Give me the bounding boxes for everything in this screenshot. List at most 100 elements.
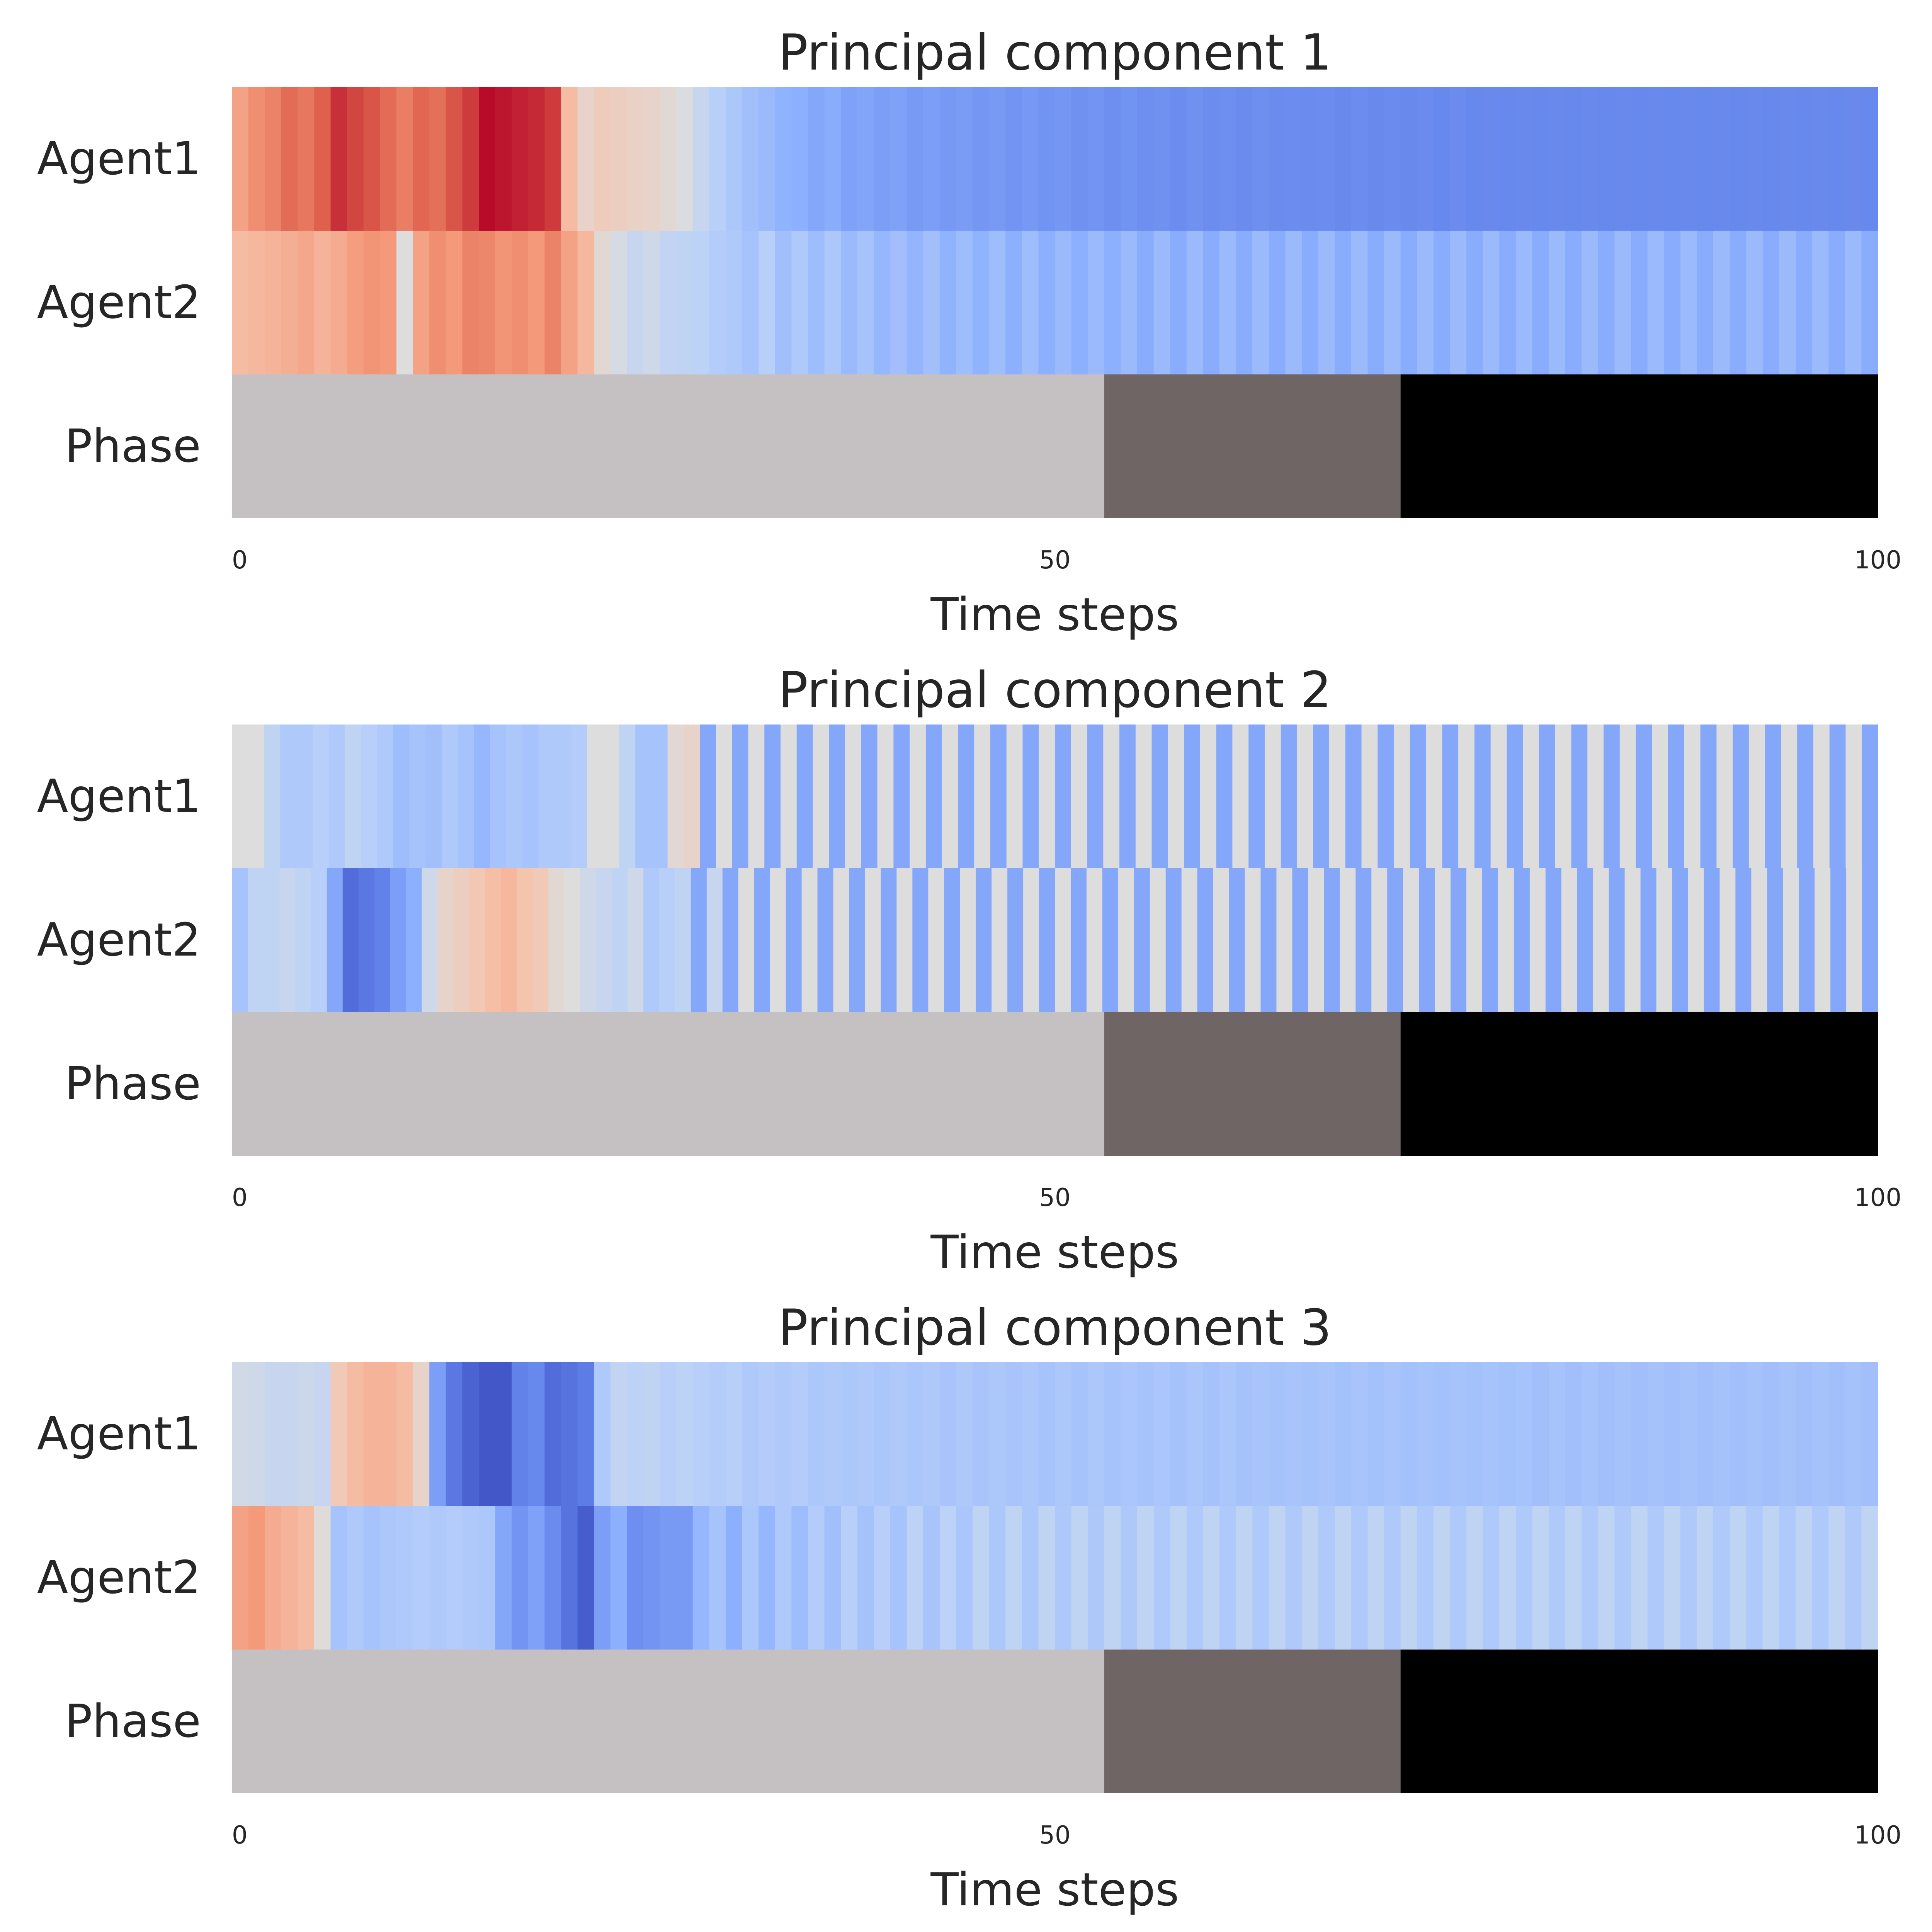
heatmap-cell (742, 231, 759, 374)
heatmap-cell (330, 231, 347, 374)
heatmap-cell (446, 87, 463, 231)
heatmap-cell (1466, 1506, 1483, 1650)
heatmap-cell (594, 1362, 611, 1506)
heatmap-cell (1071, 1506, 1088, 1650)
heatmap-cell (781, 724, 797, 868)
row-agent2 (232, 868, 1878, 1012)
heatmap-cell (248, 724, 265, 868)
heatmap-cell (824, 231, 841, 374)
heatmap-cell (1269, 87, 1286, 231)
heatmap-cell (1038, 1506, 1055, 1650)
heatmap-cell (380, 1506, 397, 1650)
heatmap-cell (441, 724, 458, 868)
heatmap-cell (660, 1506, 677, 1650)
heatmap-cell (610, 231, 627, 374)
heatmap-cell (676, 87, 693, 231)
heatmap-cell (1269, 1506, 1286, 1650)
heatmap-cell (1861, 231, 1878, 374)
heatmap-cell (469, 868, 485, 1012)
heatmap-cell (974, 724, 991, 868)
heatmap-cell (808, 1506, 825, 1650)
heatmap-cell (643, 231, 660, 374)
heatmap-cell (1055, 868, 1071, 1012)
heatmap-cell (1762, 231, 1779, 374)
heatmap-cell (906, 231, 923, 374)
heatmap-cell (363, 231, 380, 374)
heatmap-cell (298, 231, 315, 374)
phase-segment (1104, 374, 1401, 518)
heatmap-cell (1134, 868, 1150, 1012)
heatmap-cell (1483, 1362, 1500, 1506)
heatmap-cell (1170, 87, 1187, 231)
heatmap-cell (1104, 1506, 1121, 1650)
heatmap-cell (1565, 1362, 1582, 1506)
row-label: Agent1 (37, 1407, 201, 1460)
heatmap-cell (824, 1362, 841, 1506)
heatmap-cell (1088, 231, 1105, 374)
x-tick-label: 100 (1854, 546, 1901, 575)
heatmap-cell (939, 1362, 956, 1506)
heatmap-cell (1335, 231, 1352, 374)
heatmap-cell (1203, 87, 1220, 231)
heatmap-cell (1071, 724, 1088, 868)
x-tick-label: 100 (1854, 1821, 1901, 1850)
heatmap-cell (512, 231, 529, 374)
heatmap-cell (1318, 1362, 1335, 1506)
heatmap-cell (1055, 231, 1072, 374)
heatmap-cell (1285, 87, 1302, 231)
heatmap-cell (603, 724, 619, 868)
heatmap-cell (1276, 868, 1293, 1012)
heatmap-cell (1137, 1362, 1154, 1506)
heatmap-cell (890, 231, 907, 374)
heatmap-cell (1135, 724, 1152, 868)
heatmap-cell (1697, 1362, 1714, 1506)
heatmap-cell (775, 231, 792, 374)
heatmap-cell (742, 1506, 759, 1650)
heatmap-cell (1410, 724, 1427, 868)
heatmap-cell (1704, 868, 1720, 1012)
heatmap-cell (1118, 868, 1134, 1012)
heatmap-cell (1236, 1506, 1253, 1650)
heatmap-cell (330, 87, 347, 231)
heatmap-cell (700, 724, 716, 868)
heatmap-cell (643, 1506, 660, 1650)
heatmap-cell (973, 87, 990, 231)
heatmap-cell (512, 1506, 529, 1650)
heatmap-cell (528, 1506, 545, 1650)
heatmap-cell (709, 87, 726, 231)
heatmap-cell (1007, 868, 1024, 1012)
heatmap-cell (990, 724, 1007, 868)
heatmap-cell (1783, 868, 1799, 1012)
heatmap-cell (265, 1506, 282, 1650)
heatmap-cell (1614, 1362, 1631, 1506)
heatmap-cell (1292, 868, 1308, 1012)
heatmap-cell (1071, 231, 1088, 374)
heatmap-cell (1828, 231, 1845, 374)
heatmap-cell (1086, 868, 1103, 1012)
heatmap-cell (1762, 1506, 1779, 1650)
heatmap-cell (554, 724, 571, 868)
heatmap-cell (754, 868, 770, 1012)
heatmap-cell (1417, 87, 1434, 231)
heatmap-cell (347, 1506, 364, 1650)
heatmap-cell (1137, 87, 1154, 231)
heatmap-cell (1482, 868, 1498, 1012)
heatmap-cell (890, 1506, 907, 1650)
heatmap-cell (775, 1506, 792, 1650)
heatmap-cell (374, 868, 391, 1012)
row-agent1 (232, 1362, 1878, 1506)
heatmap-cell (1466, 1362, 1483, 1506)
heatmap-cell (833, 868, 850, 1012)
phase-segment (232, 374, 1104, 518)
heatmap-cell (992, 868, 1008, 1012)
heatmap-cell (1351, 1506, 1368, 1650)
heatmap-cell (1038, 231, 1055, 374)
heatmap-cell (874, 1362, 891, 1506)
heatmap-cell (1680, 231, 1697, 374)
heatmap-cell (958, 724, 975, 868)
heatmap-cell (577, 87, 594, 231)
heatmap-cell (942, 724, 959, 868)
heatmap-cell (651, 724, 668, 868)
heatmap-cell (956, 1362, 973, 1506)
heatmap-cell (479, 87, 496, 231)
